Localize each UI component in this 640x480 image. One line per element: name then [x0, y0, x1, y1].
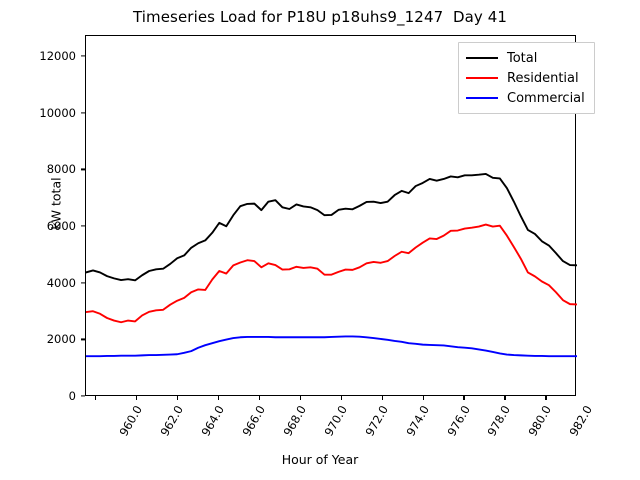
- x-tick-label: 960.0: [116, 403, 146, 439]
- x-tick-label: 968.0: [280, 403, 309, 439]
- y-tick-label: 10000: [39, 105, 76, 120]
- legend-label: Total: [507, 50, 538, 66]
- y-tick-label: 2000: [46, 332, 76, 347]
- legend-item[interactable]: Residential: [466, 68, 585, 88]
- y-tick-label: 8000: [46, 162, 76, 177]
- x-tick-label: 982.0: [566, 403, 596, 439]
- series-line-commercial: [86, 335, 577, 358]
- x-tick-label: 980.0: [525, 403, 555, 439]
- legend-item[interactable]: Commercial: [466, 88, 585, 108]
- legend: Total Residential Commercial: [458, 42, 595, 114]
- x-axis-label: Hour of Year: [281, 452, 359, 467]
- x-tick-label: 970.0: [321, 403, 350, 439]
- legend-swatch-total: [466, 57, 498, 59]
- x-tick-label: 976.0: [444, 403, 473, 439]
- x-tick-label: 972.0: [362, 403, 391, 439]
- series-line-residential: [86, 223, 577, 324]
- y-axis-label: kW total: [48, 177, 64, 230]
- x-tick-label: 978.0: [484, 403, 514, 439]
- x-tick-label: 964.0: [198, 403, 228, 439]
- series-line-total: [86, 172, 577, 282]
- x-tick-label: 962.0: [157, 403, 187, 439]
- legend-swatch-commercial: [466, 97, 498, 99]
- legend-label: Residential: [507, 70, 579, 86]
- legend-item[interactable]: Total: [466, 48, 585, 68]
- x-tick-label: 974.0: [403, 403, 432, 439]
- legend-swatch-residential: [466, 77, 498, 79]
- x-tick-label: 966.0: [239, 403, 269, 439]
- legend-label: Commercial: [507, 90, 585, 106]
- plot-lines: [86, 172, 577, 358]
- y-tick-label: 6000: [46, 219, 76, 234]
- y-tick-label: 12000: [39, 49, 76, 64]
- y-tick-label: 4000: [46, 275, 76, 290]
- page-title: Timeseries Load for P18U p18uhs9_1247 Da…: [132, 8, 508, 26]
- y-tick-label: 0: [68, 389, 76, 403]
